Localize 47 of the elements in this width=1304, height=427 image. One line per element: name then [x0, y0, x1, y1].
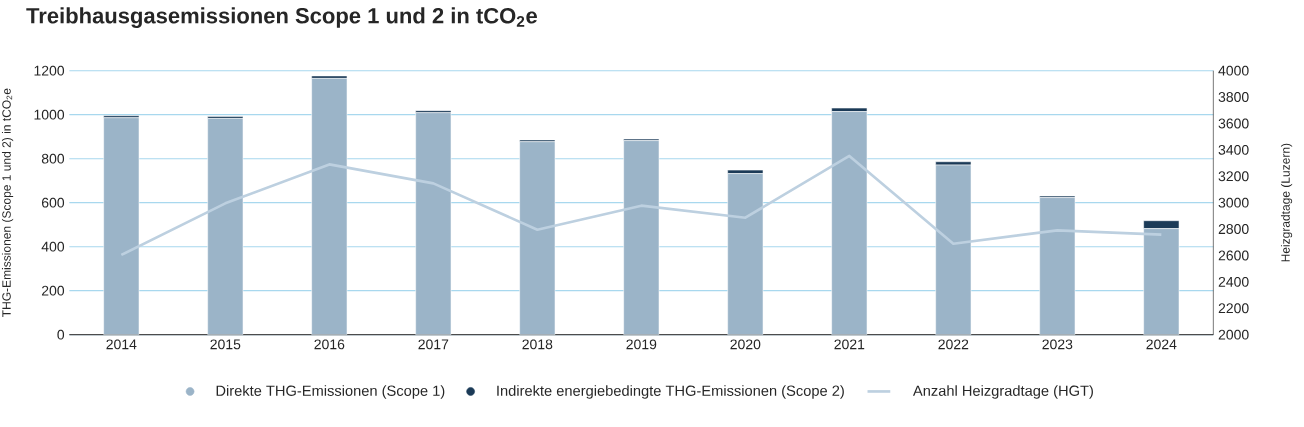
bar: [103, 117, 140, 335]
x-tick-label: 2014: [106, 339, 137, 350]
y2-tick-label: 3200: [1218, 171, 1249, 182]
y-tick-label: 0: [57, 329, 65, 340]
y2-tick-label: 2600: [1218, 250, 1249, 261]
y2-tick-label: 3000: [1218, 197, 1249, 208]
y-tick-label: 1200: [34, 65, 65, 76]
x-tick-label: 2024: [1146, 339, 1177, 350]
bar: [1039, 197, 1076, 335]
y2-tick-label: 4000: [1218, 65, 1249, 76]
y2-tick-label: 2800: [1218, 224, 1249, 235]
bar: [623, 140, 660, 335]
x-tick-label: 2022: [938, 339, 969, 350]
x-tick-label: 2015: [210, 339, 241, 350]
x-tick-label: 2020: [730, 339, 761, 350]
bar: [831, 111, 868, 335]
bar: [935, 164, 972, 335]
legend-label: Direkte THG-Emissionen (Scope 1): [216, 385, 445, 399]
bar: [207, 118, 244, 335]
y-tick-label: 800: [41, 153, 65, 164]
y2-tick-label: 3800: [1218, 92, 1249, 103]
line-series: [120, 154, 1163, 257]
x-tick-label: 2016: [314, 339, 345, 350]
y2-tick-label: 3600: [1218, 118, 1249, 129]
legend-label: Indirekte energiebedingte THG-Emissionen (Scope 2): [497, 385, 844, 399]
y-tick-label: 1000: [34, 109, 65, 120]
bar: [727, 173, 764, 335]
y-axis-title: THG-Emissionen (Scope 1 und 2) in tCO$_{2}$e: [1, 88, 14, 318]
x-tick-label: 2017: [418, 339, 449, 350]
y2-tick-label: 2400: [1218, 277, 1249, 287]
x-tick-label: 2023: [1042, 339, 1073, 350]
legend-label: Anzahl Heizgradtage (HGT): [912, 385, 1093, 399]
bar: [519, 141, 556, 335]
y-tick-label: 600: [41, 197, 65, 208]
x-tick-label: 2019: [626, 339, 657, 350]
bar: [415, 112, 452, 335]
y2-tick-label: 2000: [1218, 329, 1249, 340]
bar: [311, 78, 348, 335]
x-tick-label: 2018: [522, 339, 553, 350]
y2-tick-label: 3400: [1218, 145, 1249, 155]
y-tick-label: 400: [41, 241, 65, 252]
bar: [1143, 228, 1180, 335]
chart-title: Treibhausgasemissionen Scope 1 und 2 in tCO$_{2}$e: [26, 7, 537, 29]
y-tick-label: 200: [41, 285, 65, 296]
x-tick-label: 2021: [834, 339, 865, 350]
y2-tick-label: 2200: [1218, 303, 1249, 314]
y2-axis-title: Heizgradtage (Luzern): [1280, 143, 1293, 262]
